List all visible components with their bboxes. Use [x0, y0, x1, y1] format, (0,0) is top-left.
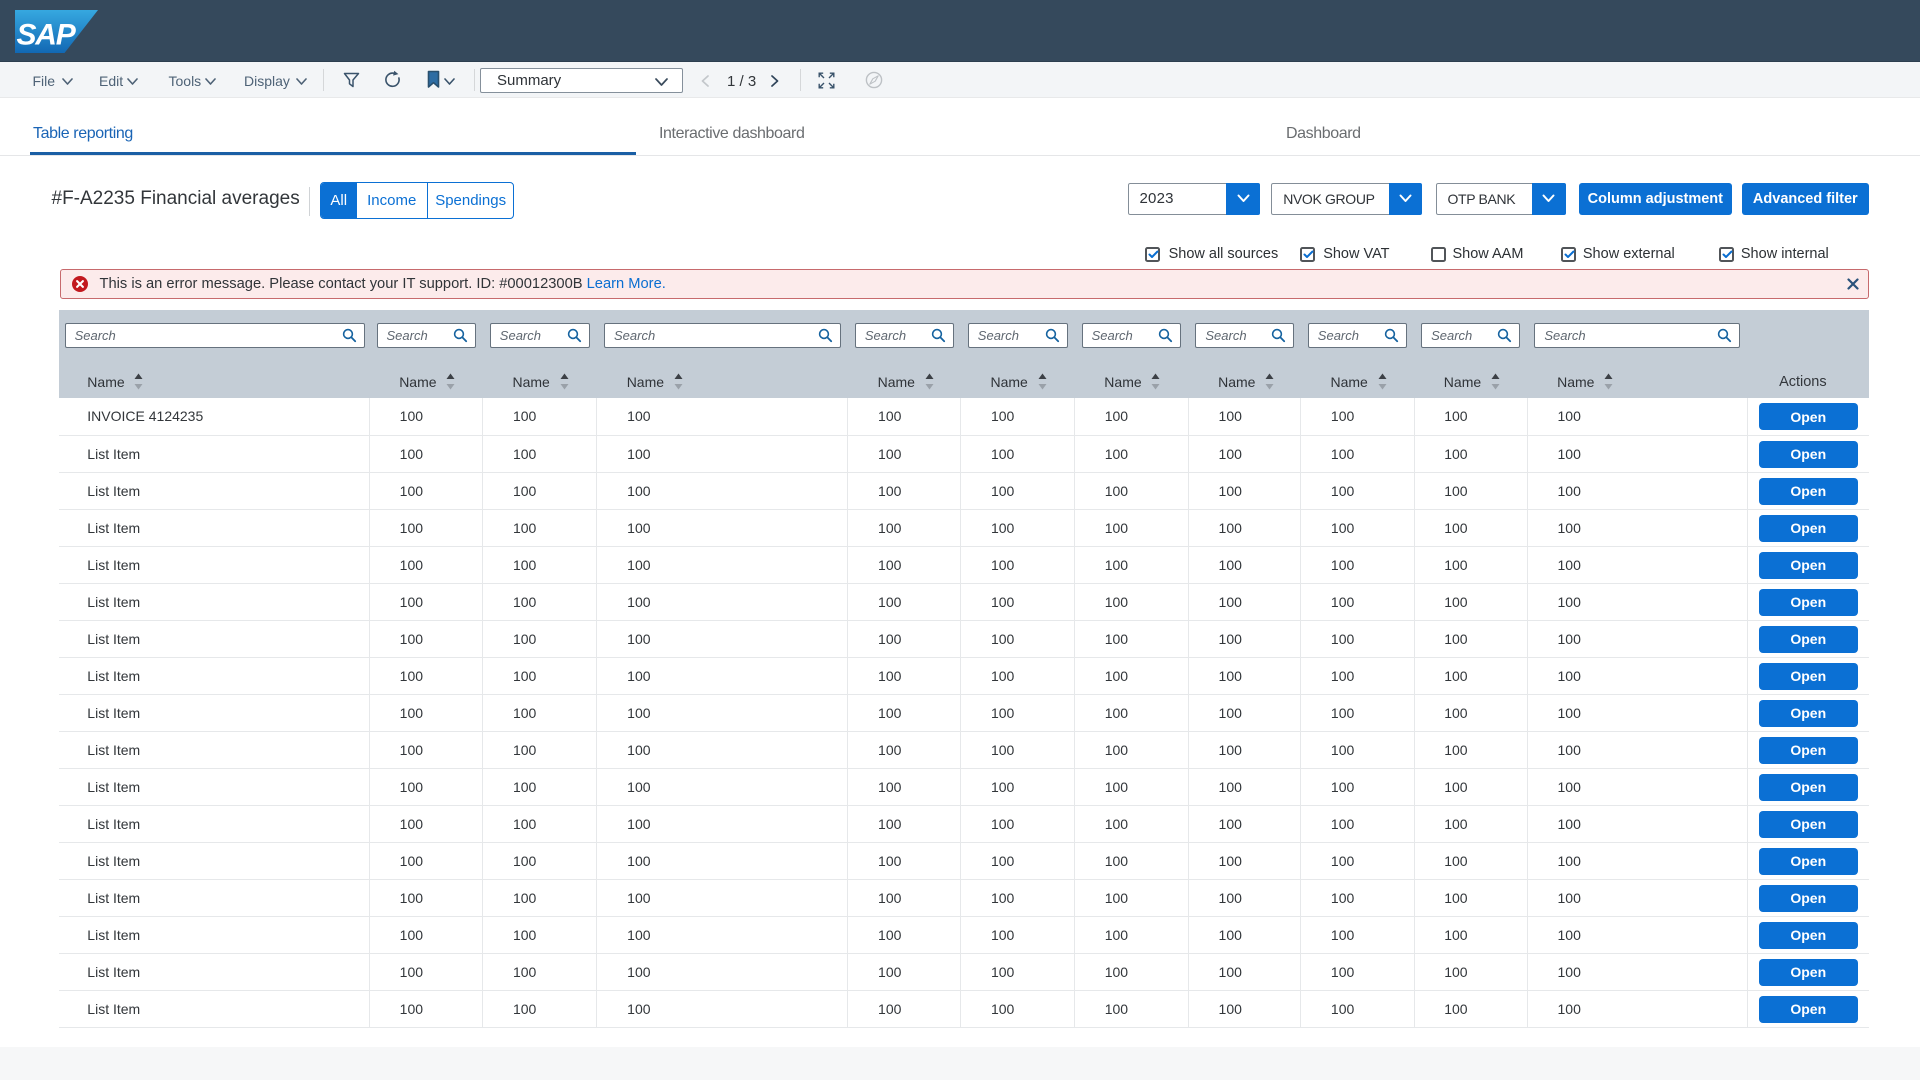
svg-text:SAP: SAP: [17, 19, 77, 52]
